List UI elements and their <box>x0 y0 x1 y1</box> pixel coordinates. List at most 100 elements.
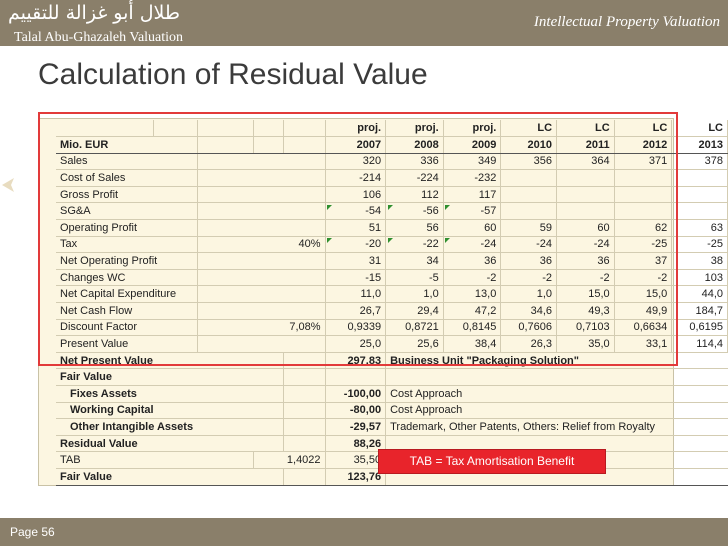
value-cell <box>614 186 673 204</box>
value-cell: 15,0 <box>556 285 615 304</box>
value-cell: -22 <box>385 236 444 254</box>
residual-value: 88,26 <box>325 434 387 453</box>
component-value: -80,00 <box>325 402 387 420</box>
table-row: SG&A -54 -56 -57 <box>56 202 728 221</box>
value-cell: 47,2 <box>443 302 502 320</box>
component-row: Other Intangible Assets -29,57 Trademark… <box>56 418 728 436</box>
value-cell <box>500 169 558 187</box>
comment-marker-icon <box>387 238 393 244</box>
year-cell: 2011 <box>556 136 615 154</box>
tab-param: 1,4022 <box>253 451 326 469</box>
value-cell: -224 <box>385 169 444 187</box>
component-row: Fixes Assets -100,00 Cost Approach <box>56 385 728 403</box>
value-cell: -2 <box>443 269 502 287</box>
npv-row: Net Present Value 297,83 Business Unit "… <box>56 351 728 370</box>
row-parameter: 40% <box>197 236 326 254</box>
value-cell: -24 <box>500 236 558 254</box>
value-cell: 26,3 <box>500 335 558 353</box>
comment-marker-icon <box>327 204 333 210</box>
value-cell: 35,0 <box>556 335 615 353</box>
value-cell: -54 <box>325 202 387 221</box>
year-cell: 2013 <box>671 136 728 154</box>
value-cell: 0,7103 <box>556 319 615 337</box>
comment-marker-icon <box>387 204 393 210</box>
residual-value-table: proj. proj. proj. LC LC LC LC Mio. EUR 2… <box>56 120 728 486</box>
value-cell: -214 <box>325 169 387 187</box>
value-cell: -232 <box>443 169 502 187</box>
value-cell: 31 <box>325 252 387 270</box>
arabic-company-name: طلال أبو غزالة للتقييم <box>8 2 180 24</box>
table-row: Present Value 25,0 25,6 38,4 26,3 35,0 33,1 114… <box>56 335 728 353</box>
value-cell: 34,6 <box>500 302 558 320</box>
value-cell: -2 <box>614 269 673 287</box>
residual-value-row: Residual Value 88,26 <box>56 434 728 453</box>
value-cell: 34 <box>385 252 444 270</box>
value-cell: 26,7 <box>325 302 387 320</box>
row-parameter <box>197 219 326 237</box>
component-note: Cost Approach <box>385 402 728 420</box>
component-value: -100,00 <box>325 385 387 403</box>
header-cell: LC <box>671 120 728 138</box>
value-cell: -15 <box>325 269 387 287</box>
value-cell: -25 <box>614 236 673 254</box>
year-cell: 2009 <box>443 136 502 154</box>
fair-value-heading: Fair Value <box>56 368 285 386</box>
value-cell: -2 <box>500 269 558 287</box>
header-cell: LC <box>556 120 615 138</box>
row-label: Net Capital Expenditure <box>56 285 198 304</box>
row-label: Present Value <box>56 335 198 353</box>
value-cell: 371 <box>614 152 673 171</box>
value-cell <box>500 186 558 204</box>
comment-marker-icon <box>327 238 333 244</box>
value-cell: 15,0 <box>614 285 673 304</box>
value-cell: 378 <box>671 152 728 171</box>
value-cell: 0,6634 <box>614 319 673 337</box>
row-parameter <box>197 252 326 270</box>
value-cell <box>671 169 728 187</box>
year-cell: 2008 <box>385 136 444 154</box>
value-cell: 106 <box>325 186 387 204</box>
value-cell: 0,8721 <box>385 319 444 337</box>
value-cell: 103 <box>671 269 728 287</box>
tab-value: 35,50 <box>325 451 387 469</box>
value-cell: 56 <box>385 219 444 237</box>
row-parameter: 7,08% <box>197 319 326 337</box>
value-cell: 51 <box>325 219 387 237</box>
row-label: Gross Profit <box>56 186 198 204</box>
value-cell: 1,0 <box>500 285 558 304</box>
component-label: Working Capital <box>56 402 285 420</box>
row-label: Sales <box>56 152 198 171</box>
value-cell: -24 <box>443 236 502 254</box>
value-cell: -25 <box>671 236 728 254</box>
tab-label: TAB <box>56 451 255 469</box>
fair-value-header-row: Fair Value <box>56 368 728 386</box>
component-value: -29,57 <box>325 418 387 436</box>
value-cell: 0,9339 <box>325 319 387 337</box>
value-cell <box>556 202 615 221</box>
value-cell <box>614 169 673 187</box>
row-label: Net Cash Flow <box>56 302 198 320</box>
row-label: Discount Factor <box>56 319 198 337</box>
table-row: Net Operating Profit 31 34 36 36 36 37 38 <box>56 252 728 270</box>
value-cell: 37 <box>614 252 673 270</box>
tab-definition-box: TAB = Tax Amortisation Benefit <box>378 449 606 474</box>
header-cell: proj. <box>325 120 387 138</box>
table-row: Cost of Sales -214 -224 -232 <box>56 169 728 187</box>
value-cell: 117 <box>443 186 502 204</box>
fair-value-label: Fair Value <box>56 467 285 486</box>
value-cell: -5 <box>385 269 444 287</box>
npv-value: 297,83 <box>325 351 387 370</box>
table-row: Net Cash Flow 26,7 29,4 47,2 34,6 49,3 49,9 184… <box>56 302 728 320</box>
value-cell: 320 <box>325 152 387 171</box>
value-cell: 60 <box>443 219 502 237</box>
value-cell <box>671 202 728 221</box>
value-cell: 29,4 <box>385 302 444 320</box>
value-cell: 0,6195 <box>671 319 728 337</box>
company-name: Talal Abu-Ghazaleh Valuation <box>14 30 184 45</box>
value-cell: 36 <box>443 252 502 270</box>
row-label: Changes WC <box>56 269 198 287</box>
section-title: Intellectual Property Valuation <box>533 14 720 30</box>
value-cell: 356 <box>500 152 558 171</box>
table-header-row: proj. proj. proj. LC LC LC LC <box>56 120 728 138</box>
row-parameter <box>197 269 326 287</box>
